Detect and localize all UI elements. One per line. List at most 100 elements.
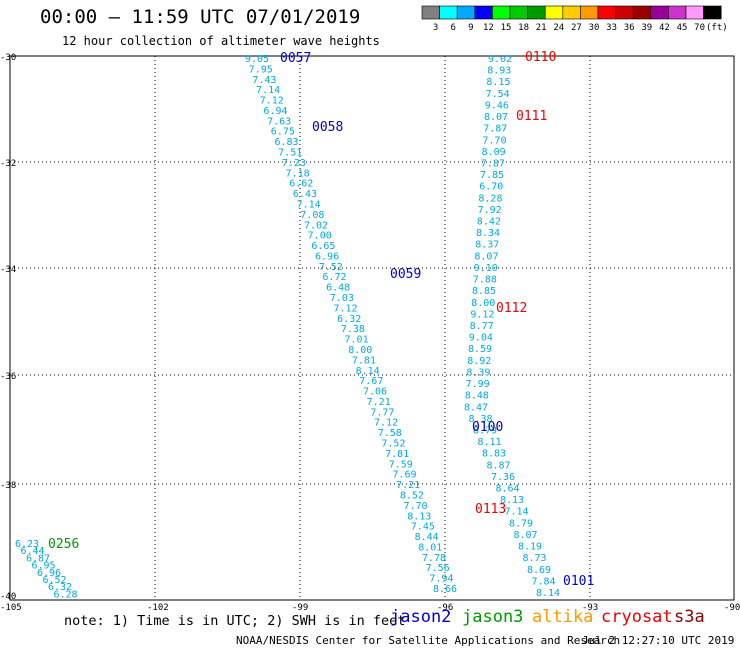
swh-value-track-a: 7.45	[411, 522, 435, 533]
lat-label: -38	[0, 481, 16, 491]
color-scale-swatch	[421, 5, 440, 20]
lon-label: -99	[292, 603, 308, 613]
swh-value-track-a: 9.05	[245, 54, 269, 65]
swh-value-track-a: 6.83	[274, 137, 298, 148]
swh-value-track-a: 7.78	[422, 553, 446, 564]
swh-value-track-b: 7.70	[482, 135, 506, 146]
swh-value-track-a: 6.65	[311, 241, 335, 252]
swh-value-track-a: 6.75	[271, 127, 295, 138]
color-scale-swatch	[544, 5, 564, 20]
swh-value-track-b: 8.37	[475, 240, 499, 251]
swh-value-track-a: 6.32	[337, 314, 361, 325]
swh-value-track-a: 7.52	[381, 439, 405, 450]
swh-value-track-b: 8.69	[527, 565, 551, 576]
swh-value-track-b: 7.87	[481, 158, 505, 169]
swh-value-track-a: 6.48	[326, 283, 350, 294]
sat-label-jason2: jason2	[390, 607, 452, 627]
sat-label-altika: altika	[532, 607, 594, 627]
swh-value-track-a: 7.51	[278, 148, 302, 159]
swh-value-track-a: 6.43	[293, 189, 317, 200]
page-subtitle: 12 hour collection of altimeter wave hei…	[62, 34, 380, 48]
swh-value-track-b: 7.36	[491, 472, 515, 483]
pass-label-0256: 0256	[48, 537, 79, 552]
color-scale-label: 42	[659, 23, 670, 33]
swh-value-track-a: 8.52	[400, 490, 424, 501]
color-scale-unit: (ft)	[706, 23, 728, 33]
color-scale-swatch	[703, 5, 722, 20]
swh-value-track-a: 7.69	[392, 470, 416, 481]
color-scale-label: 70	[694, 23, 705, 33]
color-scale-label: 12	[483, 23, 494, 33]
swh-value-track-b: 8.59	[468, 344, 492, 355]
swh-value-track-b: 7.99	[466, 379, 490, 390]
swh-value-track-a: 7.23	[282, 158, 306, 169]
swh-value-track-a: 7.94	[429, 574, 453, 585]
swh-value-track-a: 7.08	[300, 210, 324, 221]
swh-value-track-a: 7.03	[330, 293, 354, 304]
swh-value-track-b: 8.83	[482, 449, 506, 460]
color-scale-label: 33	[606, 23, 617, 33]
swh-value-track-a: 6.72	[322, 272, 346, 283]
color-scale-label: 15	[501, 23, 512, 33]
swh-value-track-a: 7.67	[359, 376, 383, 387]
color-scale-swatch	[668, 5, 687, 20]
pass-label-0058: 0058	[312, 120, 343, 135]
swh-value-track-b: 9.02	[488, 54, 512, 65]
swh-value-track-b: 8.14	[536, 588, 560, 599]
color-scale-swatch	[597, 5, 616, 20]
color-scale-label: 36	[624, 23, 635, 33]
lon-label: -90	[724, 603, 740, 613]
lat-label: -30	[0, 53, 16, 63]
pass-label-0057: 0057	[280, 51, 311, 66]
swh-value-track-c: 6.23	[15, 539, 39, 550]
swh-value-track-b: 8.34	[476, 228, 500, 239]
swh-value-track-a: 8.66	[433, 584, 457, 595]
swh-value-track-b: 8.77	[470, 321, 494, 332]
color-scale-swatch	[509, 5, 528, 20]
swh-value-track-b: 8.73	[523, 553, 547, 564]
map-note: note: 1) Time is in UTC; 2) SWH is in fe…	[64, 613, 406, 629]
swh-value-track-a: 6.94	[263, 106, 287, 117]
color-scale-label: 18	[518, 23, 529, 33]
swh-value-track-b: 8.28	[478, 193, 502, 204]
swh-value-track-a: 8.01	[418, 542, 442, 553]
swh-value-track-c: 6.44	[21, 546, 45, 557]
color-scale-swatch	[456, 5, 476, 20]
swh-value-track-b: 8.39	[466, 367, 490, 378]
swh-value-track-a: 7.38	[341, 324, 365, 335]
map-frame	[9, 55, 735, 601]
swh-value-track-b: 9.12	[470, 309, 494, 320]
swh-value-track-b: 8.85	[472, 286, 496, 297]
page-title: 00:00 – 11:59 UTC 07/01/2019	[40, 6, 361, 28]
swh-value-track-b: 8.00	[471, 298, 495, 309]
swh-value-track-b: 9.04	[469, 333, 493, 344]
lat-label: -32	[0, 159, 16, 169]
sat-label-cryosat: cryosat	[601, 607, 673, 627]
swh-value-track-a: 6.96	[315, 251, 339, 262]
swh-value-track-a: 7.59	[389, 459, 413, 470]
swh-value-track-b: 8.42	[477, 217, 501, 228]
lon-label: -105	[0, 603, 22, 613]
swh-value-track-a: 7.14	[297, 199, 321, 210]
swh-value-track-b: 8.92	[467, 356, 491, 367]
swh-value-track-a: 7.02	[304, 220, 328, 231]
swh-value-track-b: 9.46	[485, 100, 509, 111]
swh-value-track-b: 8.13	[500, 495, 524, 506]
swh-value-track-a: 7.77	[370, 407, 394, 418]
color-scale-label: 24	[553, 23, 564, 33]
swh-value-track-a: 6.62	[289, 179, 313, 190]
swh-value-track-b: 9.10	[474, 263, 498, 274]
pass-label-0112: 0112	[496, 301, 527, 316]
color-scale-swatch	[632, 5, 652, 20]
color-scale-swatch	[474, 5, 493, 20]
swh-value-track-b: 7.92	[478, 205, 502, 216]
swh-value-track-a: 7.21	[367, 397, 391, 408]
pass-label-0100: 0100	[472, 420, 503, 435]
credit-line: NOAA/NESDIS Center for Satellite Applica…	[236, 634, 621, 647]
swh-value-track-c: 6.32	[48, 582, 72, 593]
lon-label: -102	[147, 603, 169, 613]
color-scale-swatch	[562, 5, 581, 20]
pass-label-0110: 0110	[525, 50, 556, 65]
